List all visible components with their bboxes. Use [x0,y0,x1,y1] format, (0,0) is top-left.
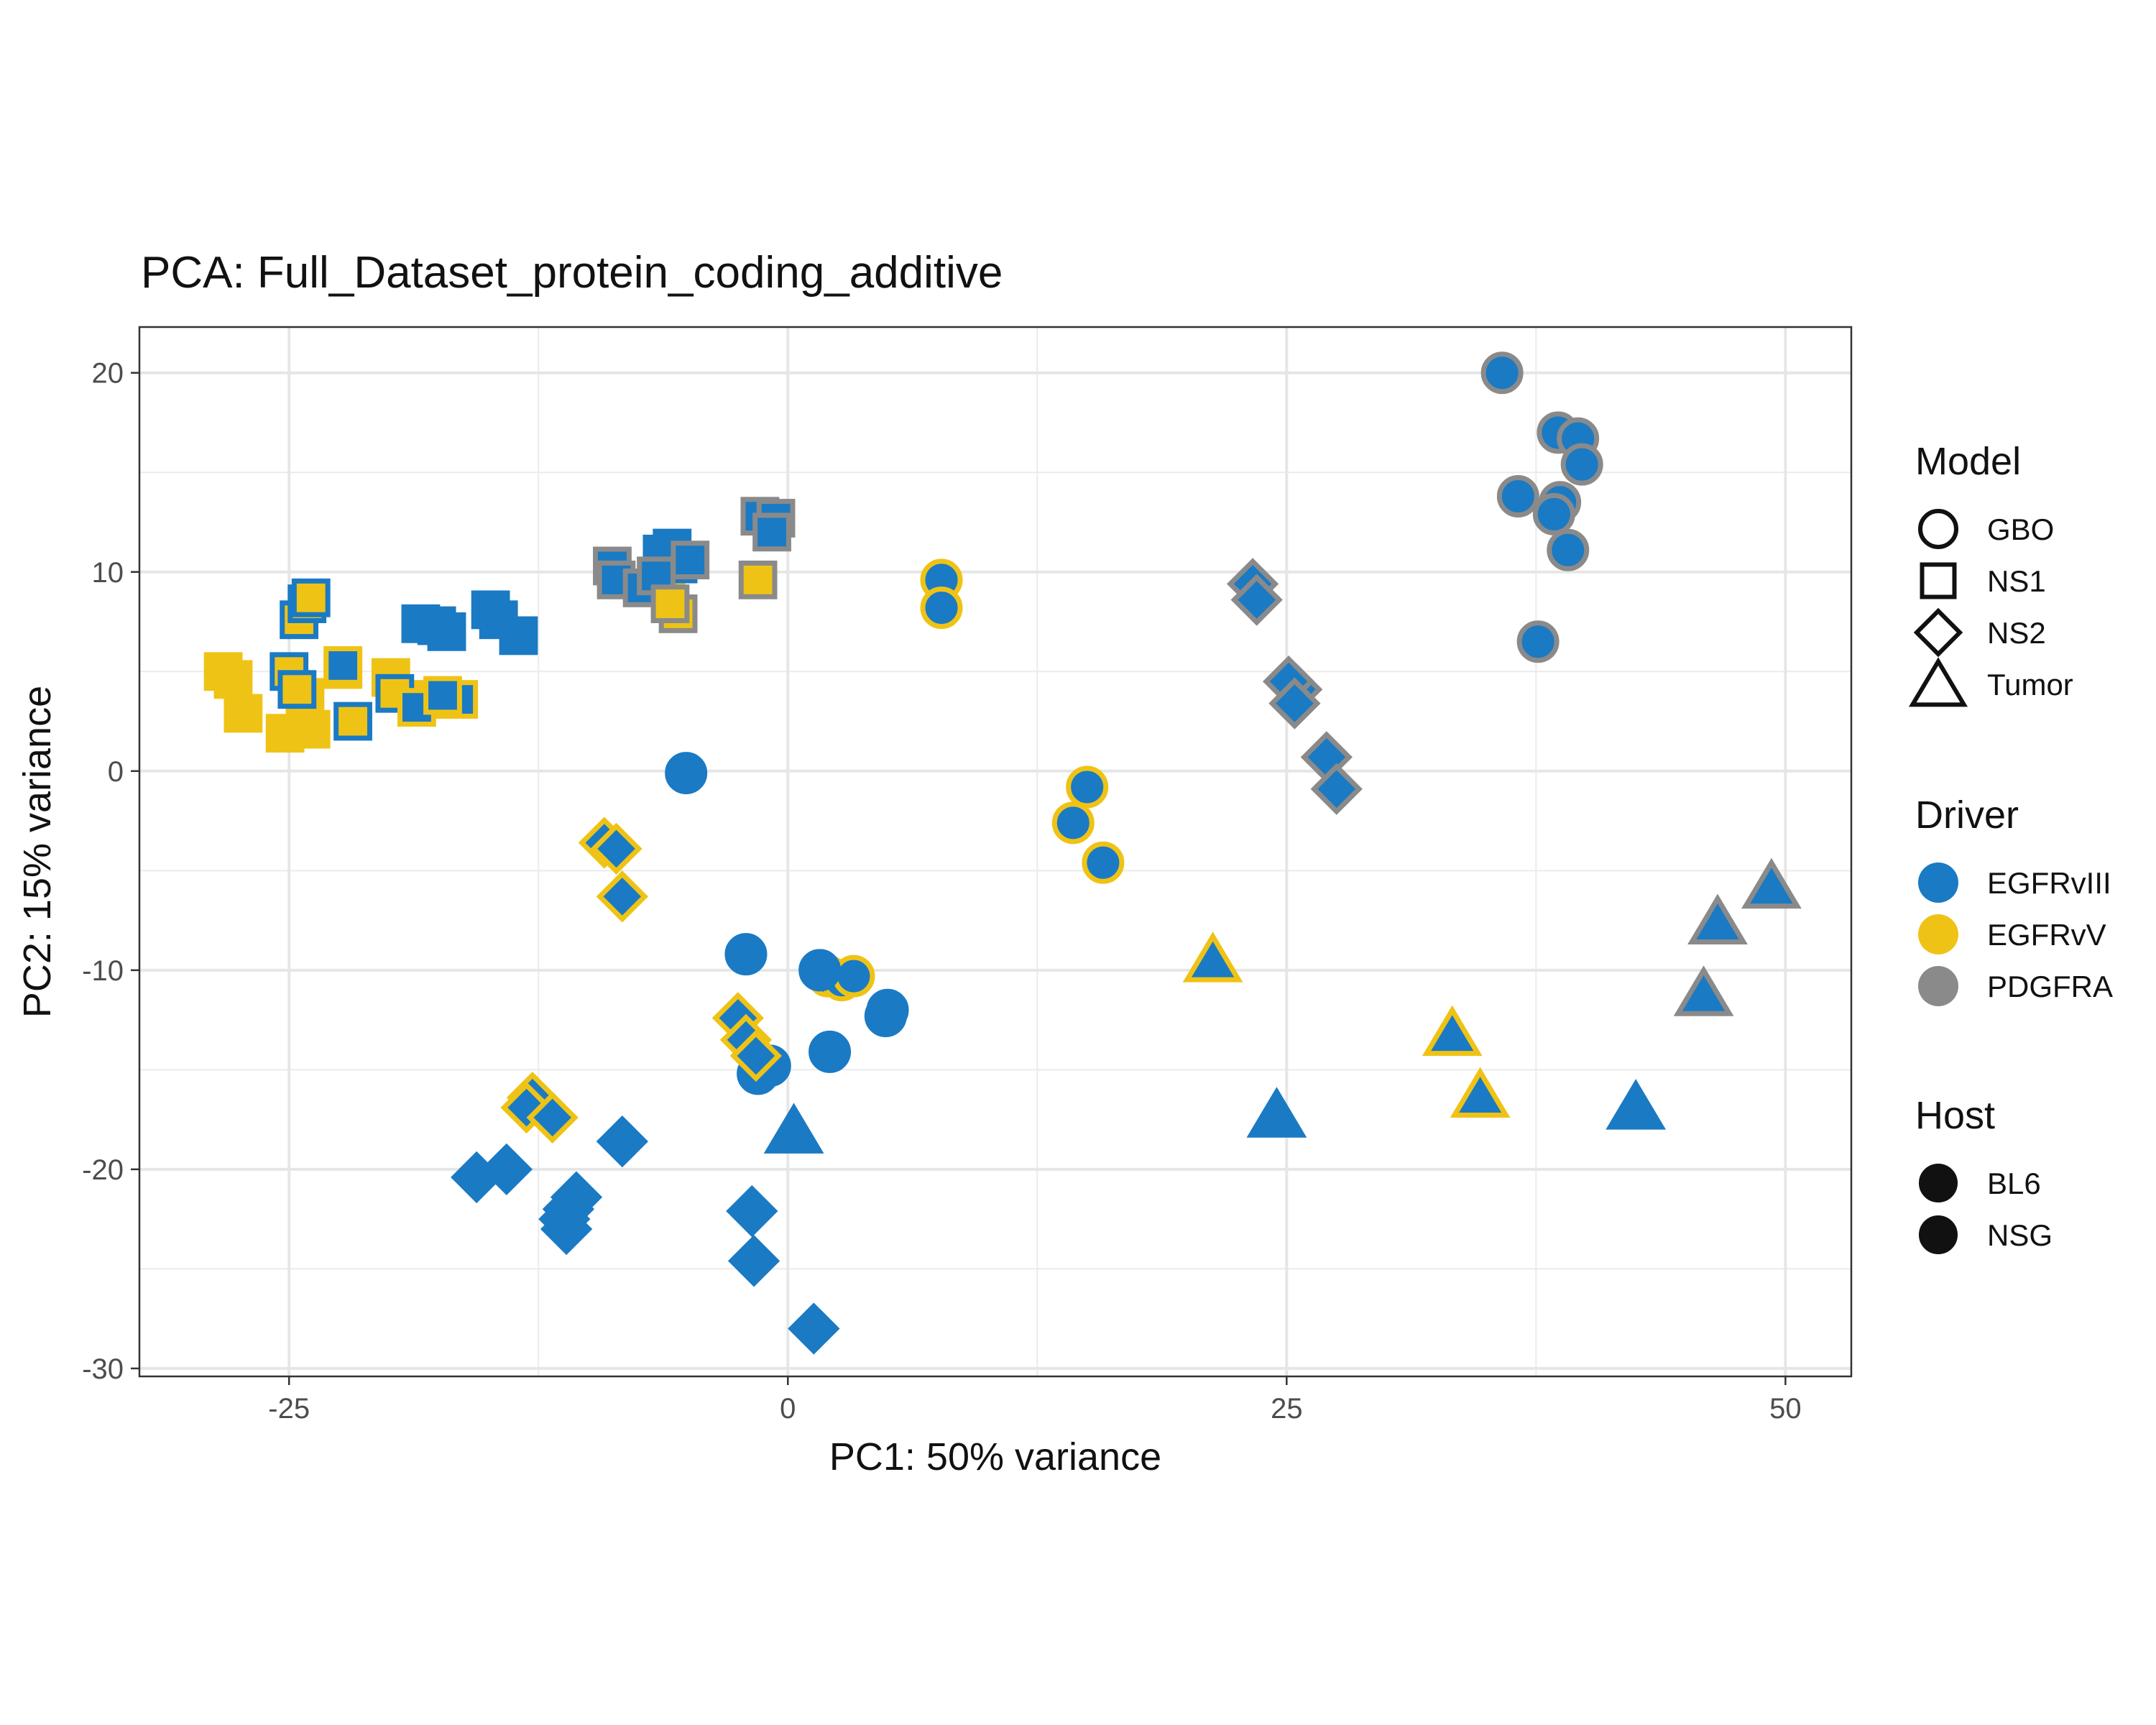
data-point-triangle [1422,1005,1483,1057]
legend-key-tumor [1908,657,1968,707]
y-tick-label: 0 [108,756,124,788]
data-point-triangle [1606,1079,1667,1130]
data-point-square [650,584,690,623]
data-point-triangle [1741,857,1802,909]
data-point-triangle [1673,965,1734,1016]
data-point-circle [1051,801,1095,845]
data-points [203,351,1802,1355]
legend-label-ns2: NS2 [1987,616,2046,650]
data-point-circle [832,954,875,998]
x-tick-label: 25 [1271,1393,1303,1425]
legend-label-pdgfra: PDGFRA [1987,970,2113,1003]
legend-key-egfrvv [1918,914,1958,954]
x-tick-label: -25 [268,1393,310,1425]
data-point-diamond [480,1143,533,1196]
chart-title: PCA: Full_Dataset_protein_coding_additiv… [141,248,1003,298]
data-point-square [333,702,372,741]
legend: Model GBO NS1 NS2 Tumor Driver EGFRvIII EGFRvV P… [1908,440,2113,1254]
data-point-circle [1480,351,1524,395]
legend-key-bl6 [1919,1164,1958,1202]
axes: -25 0 25 50 -30 -20 -10 0 10 20 [82,358,1801,1425]
y-tick-label: -20 [82,1154,124,1186]
data-point-circle [1082,841,1125,884]
data-point-square [224,694,263,733]
data-point-circle [808,1030,852,1073]
data-point-diamond [540,1202,593,1256]
data-point-triangle [1246,1087,1307,1138]
data-point-circle [1516,620,1560,663]
data-point-square [738,560,778,599]
legend-label-tumor: Tumor [1987,668,2073,702]
legend-label-gbo: GBO [1987,512,2054,546]
data-point-circle [798,949,842,992]
data-point-triangle [1687,893,1748,944]
x-tick-label: 50 [1769,1393,1802,1425]
legend-key-ns1 [1920,562,1957,599]
data-point-circle [1547,528,1590,571]
data-point-diamond [726,1184,778,1238]
legend-key-gbo [1918,509,1958,549]
data-point-square [427,612,466,651]
data-point-circle [1560,443,1603,486]
y-axis-label: PC2: 15% variance [16,686,59,1018]
data-point-diamond [526,1091,579,1144]
grid-lines [139,327,1851,1376]
data-point-circle [724,933,768,976]
x-axis-label: PC1: 50% variance [829,1435,1161,1478]
legend-key-ns2 [1913,607,1963,658]
data-point-diamond [596,1115,648,1168]
legend-key-pdgfra [1918,966,1958,1006]
data-point-circle [665,752,708,795]
legend-label-ns1: NS1 [1987,564,2046,598]
x-tick-label: 0 [780,1393,796,1425]
data-point-circle [1532,492,1575,535]
legend-key-nsg [1919,1215,1958,1254]
data-point-diamond [729,1029,783,1082]
data-point-diamond [590,822,642,875]
data-point-diamond [596,870,648,923]
data-point-square [323,646,363,685]
y-tick-label: 10 [92,557,124,589]
y-tick-label: -10 [82,955,124,987]
data-point-square [291,578,331,617]
legend-label-bl6: BL6 [1987,1167,2041,1200]
data-point-diamond [788,1302,840,1355]
y-tick-label: -30 [82,1353,124,1385]
plot-panel-border [138,326,1853,1378]
legend-title-driver: Driver [1915,794,2019,837]
data-point-circle [1066,765,1109,809]
y-tick-label: 20 [92,358,124,390]
data-point-circle [1496,474,1539,518]
data-point-square [423,676,462,715]
data-point-square [752,512,791,552]
data-point-triangle [1450,1067,1511,1118]
data-point-square [277,670,317,709]
legend-label-egfrviii: EGFRvIII [1987,866,2111,900]
legend-title-host: Host [1915,1094,1995,1137]
data-point-triangle [1182,932,1243,983]
data-point-circle [920,586,963,630]
data-point-circle [864,995,907,1038]
legend-title-model: Model [1915,440,2021,483]
legend-label-nsg: NSG [1987,1218,2053,1252]
data-point-square [291,709,331,749]
data-point-diamond [727,1235,780,1287]
data-point-square [213,660,253,699]
data-point-diamond [1310,763,1363,815]
data-point-triangle [763,1103,824,1154]
legend-key-egfrviii [1918,862,1958,903]
legend-label-egfrvv: EGFRvV [1987,918,2106,952]
data-point-square [499,616,538,656]
data-point-diamond [1268,677,1321,730]
data-point-diamond [1230,574,1283,626]
data-point-square [671,540,710,580]
